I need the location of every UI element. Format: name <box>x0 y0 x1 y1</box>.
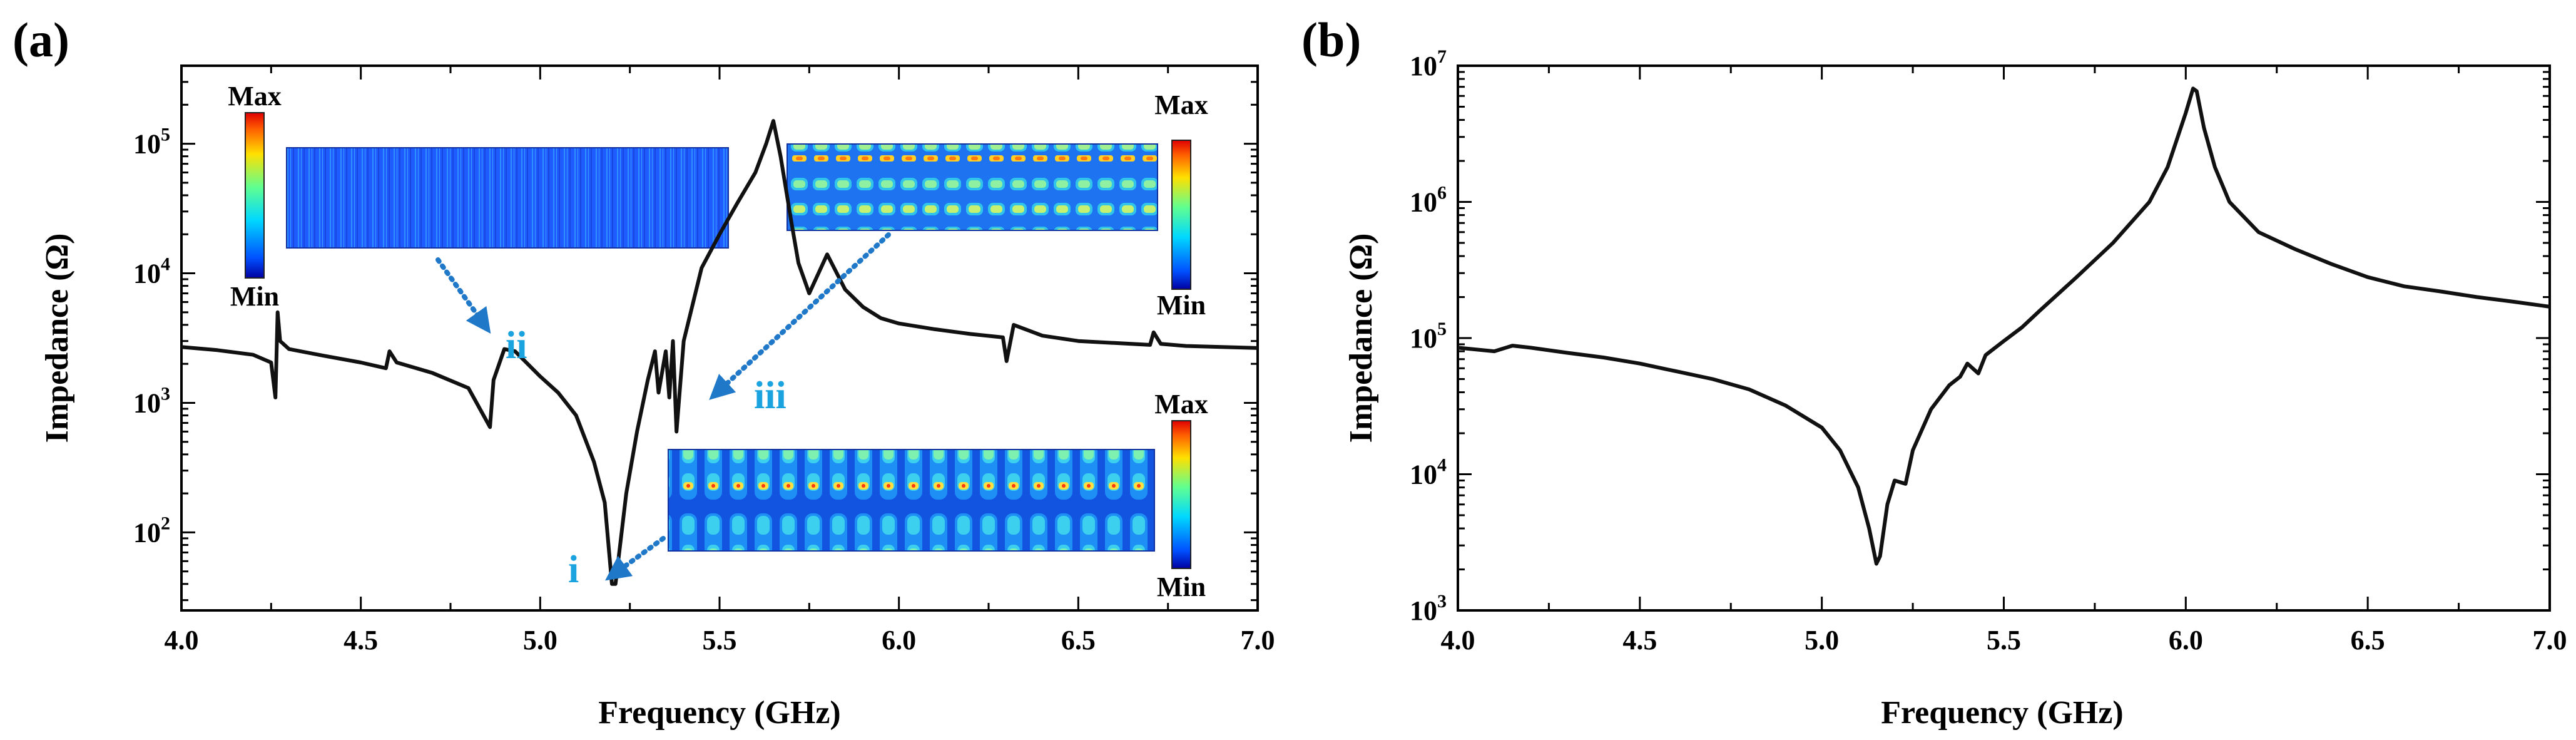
x-axis-title-b: Frequency (GHz) <box>1881 695 2124 731</box>
colorbar-right-bottom: Max Min <box>1154 389 1208 602</box>
panel-a-label: (a) <box>13 13 69 67</box>
plot-frame-b <box>1457 64 2551 612</box>
x-tick-label-a: 6.0 <box>882 625 916 655</box>
inset-mode-iii <box>787 143 1158 231</box>
axis-ticks-b <box>1457 64 2551 612</box>
x-tick-label-a: 5.5 <box>703 625 737 655</box>
x-tick-label-b: 4.0 <box>1441 625 1475 655</box>
y-tick-label-a: 105 <box>133 125 170 160</box>
x-axis-title-a: Frequency (GHz) <box>598 695 841 731</box>
y-axis-title-a: Impedance (Ω) <box>39 234 75 443</box>
x-tick-label-b: 6.0 <box>2169 625 2203 655</box>
colorbar-left-min: Min <box>230 281 279 312</box>
y-tick-labels-b: 103 104 105 106 107 <box>1410 46 1447 626</box>
x-tick-label-a: 4.5 <box>344 625 378 655</box>
x-tick-label-a: 6.5 <box>1061 625 1096 655</box>
panel-b: (b) 4.0 4.5 5.0 5.5 6.0 6.5 7.0 10310410510610… <box>1301 13 2567 731</box>
panel-a: (a) 4.0 4.5 5.0 5.5 6.0 6.5 7.0 102 103 104 105 F… <box>13 13 1275 731</box>
arrow-to-i <box>605 536 666 581</box>
y-tick-label-b: 104 <box>1410 455 1447 490</box>
colorbar-right-top-max: Max <box>1154 90 1208 120</box>
colorbar-right-bottom-min: Min <box>1157 572 1206 602</box>
colorbar-right-bottom-max: Max <box>1154 389 1208 419</box>
impedance-curve-b <box>1457 86 2550 566</box>
colorbar-left-max: Max <box>228 81 282 111</box>
annotation-i: i <box>568 548 579 591</box>
x-tick-labels-a: 4.0 4.5 5.0 5.5 6.0 6.5 7.0 <box>165 625 1275 655</box>
impedance-curve-a <box>181 119 1258 586</box>
axis-ticks-a <box>180 64 1259 610</box>
y-tick-label-b: 107 <box>1410 46 1447 81</box>
arrow-to-iii <box>709 232 891 400</box>
colorbar-right-top: Max Min <box>1154 90 1208 321</box>
x-tick-label-b: 5.0 <box>1805 625 1839 655</box>
y-tick-labels-a: 102 103 104 105 <box>133 125 170 548</box>
x-tick-label-a: 5.0 <box>523 625 557 655</box>
x-tick-label-b: 6.5 <box>2351 625 2385 655</box>
annotation-iii: iii <box>754 374 787 417</box>
inset-mode-ii <box>286 147 729 249</box>
inset-mode-i <box>668 449 1155 552</box>
colorbar-left: Max Min <box>228 81 282 312</box>
x-tick-label-a: 4.0 <box>165 625 199 655</box>
arrow-to-ii <box>435 257 491 334</box>
y-tick-label-a: 104 <box>133 254 170 289</box>
y-axis-title-b: Impedance (Ω) <box>1343 234 1379 443</box>
colorbar-right-top-min: Min <box>1157 290 1206 321</box>
x-tick-label-b: 4.5 <box>1622 625 1657 655</box>
x-tick-label-b: 7.0 <box>2533 625 2567 655</box>
y-tick-label-a: 102 <box>133 513 170 548</box>
x-tick-labels-b: 4.0 4.5 5.0 5.5 6.0 6.5 7.0 <box>1441 625 2567 655</box>
annotation-ii: ii <box>506 324 527 367</box>
y-tick-label-b: 105 <box>1410 319 1447 354</box>
y-tick-label-b: 106 <box>1410 183 1447 218</box>
panel-b-label: (b) <box>1301 13 1361 67</box>
y-tick-label-b: 103 <box>1410 591 1447 626</box>
x-tick-label-a: 7.0 <box>1241 625 1275 655</box>
y-tick-label-a: 103 <box>133 383 170 418</box>
x-tick-label-b: 5.5 <box>1987 625 2021 655</box>
